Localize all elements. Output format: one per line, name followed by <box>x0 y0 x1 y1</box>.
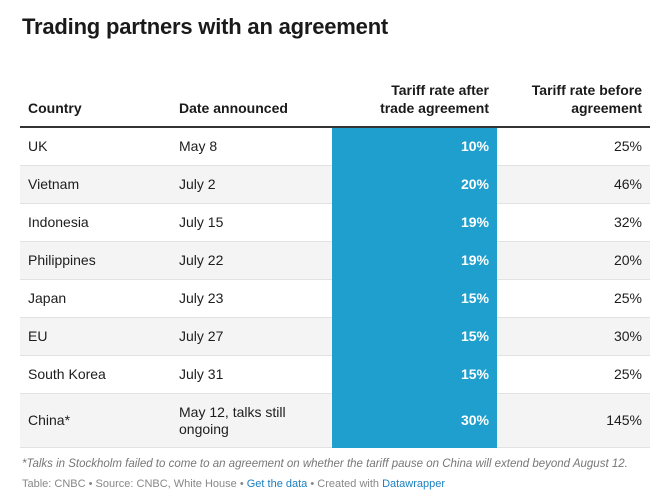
cell-country: Indonesia <box>20 203 171 242</box>
header-rate-before-line2: agreement <box>571 100 642 116</box>
chart-title: Trading partners with an agreement <box>22 14 389 39</box>
source-credit: Source: CNBC, White House <box>95 478 237 490</box>
footnote: *Talks in Stockholm failed to come to an… <box>22 458 628 470</box>
cell-rate-before: 30% <box>497 317 650 356</box>
cell-rate-before: 46% <box>497 165 650 204</box>
cell-country: Philippines <box>20 241 171 280</box>
cell-country: South Korea <box>20 355 171 394</box>
cell-rate-after: 10% <box>332 127 497 166</box>
cell-rate-after: 15% <box>332 355 497 394</box>
cell-rate-before: 20% <box>497 241 650 280</box>
cell-date-line2: ongoing <box>179 420 229 437</box>
table-row: Indonesia July 15 19% 32% <box>20 203 650 242</box>
header-rate-before-line1: Tariff rate before <box>531 82 642 98</box>
table-row: EU July 27 15% 30% <box>20 317 650 356</box>
cell-rate-before: 25% <box>497 355 650 394</box>
cell-rate-after: 20% <box>332 165 497 204</box>
cell-rate-before: 25% <box>497 127 650 166</box>
header-rate-after-line1: Tariff rate after <box>391 82 489 98</box>
cell-rate-after: 30% <box>332 393 497 448</box>
table-row: UK May 8 10% 25% <box>20 127 650 166</box>
separator: • <box>85 478 96 490</box>
table-row: China* May 12, talks still ongoing 30% 1… <box>20 393 650 448</box>
table-header-row: Country Date announced Tariff rate after… <box>20 64 650 128</box>
table-row: South Korea July 31 15% 25% <box>20 355 650 394</box>
cell-date: July 23 <box>171 279 332 318</box>
tariff-table: Country Date announced Tariff rate after… <box>20 64 650 448</box>
cell-date: May 12, talks still ongoing <box>171 393 332 448</box>
cell-country: China* <box>20 393 171 448</box>
header-rate-after[interactable]: Tariff rate after trade agreement <box>332 64 497 128</box>
cell-country: EU <box>20 317 171 356</box>
cell-country: Japan <box>20 279 171 318</box>
header-date[interactable]: Date announced <box>171 64 332 128</box>
table-row: Philippines July 22 19% 20% <box>20 241 650 280</box>
table-credit: Table: CNBC <box>22 478 86 490</box>
cell-date: July 31 <box>171 355 332 394</box>
cell-rate-after: 19% <box>332 241 497 280</box>
cell-rate-before: 32% <box>497 203 650 242</box>
table-row: Japan July 23 15% 25% <box>20 279 650 318</box>
cell-country: UK <box>20 127 171 166</box>
cell-date: July 22 <box>171 241 332 280</box>
cell-date-line1: May 12, talks still <box>179 403 286 420</box>
separator: • <box>236 478 247 490</box>
cell-date: July 15 <box>171 203 332 242</box>
cell-date: July 27 <box>171 317 332 356</box>
credits-footer: Table: CNBC • Source: CNBC, White House … <box>22 478 445 490</box>
separator: • <box>307 478 318 490</box>
cell-rate-after: 19% <box>332 203 497 242</box>
header-rate-before[interactable]: Tariff rate before agreement <box>497 64 650 128</box>
cell-rate-after: 15% <box>332 279 497 318</box>
get-the-data-link[interactable]: Get the data <box>246 478 308 490</box>
cell-rate-before: 145% <box>497 393 650 448</box>
cell-rate-before: 25% <box>497 279 650 318</box>
cell-date: May 8 <box>171 127 332 166</box>
header-country[interactable]: Country <box>20 64 171 128</box>
header-rate-after-line2: trade agreement <box>380 100 489 116</box>
datawrapper-link[interactable]: Datawrapper <box>382 478 446 490</box>
cell-rate-after: 15% <box>332 317 497 356</box>
table-row: Vietnam July 2 20% 46% <box>20 165 650 204</box>
cell-date: July 2 <box>171 165 332 204</box>
cell-country: Vietnam <box>20 165 171 204</box>
created-with-label: Created with <box>317 478 383 490</box>
